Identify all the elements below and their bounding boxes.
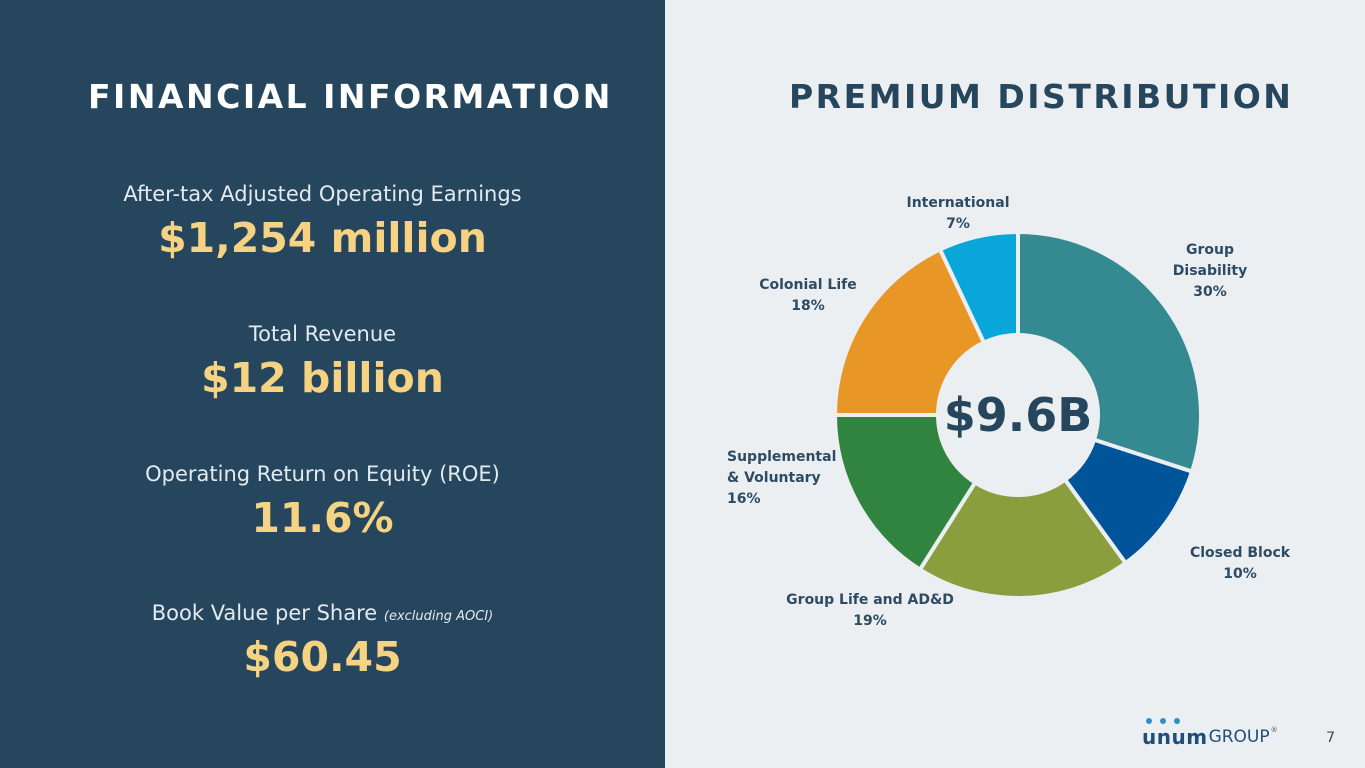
- financial-panel: FINANCIAL INFORMATION After-tax Adjusted…: [0, 0, 665, 768]
- slice-label: Colonial Life 18%: [759, 277, 857, 314]
- slice-label: Closed Block 10%: [1190, 545, 1291, 582]
- unum-group-logo: unum GROUP ®: [1142, 718, 1278, 748]
- metric-value: $12 billion: [201, 354, 444, 402]
- logo-brand: unum: [1142, 718, 1208, 748]
- premium-panel: PREMIUM DISTRIBUTION Group Disability 30% C…: [665, 0, 1365, 768]
- logo-reg: ®: [1270, 726, 1278, 734]
- donut-slice: [832, 246, 987, 417]
- donut-slice: [937, 229, 1020, 346]
- financial-heading: FINANCIAL INFORMATION: [88, 77, 613, 116]
- metric-label: Book Value per Share (excluding AOCI): [151, 601, 494, 625]
- metric-label: Total Revenue: [248, 322, 397, 346]
- metric-roe: Operating Return on Equity (ROE) 11.6%: [0, 462, 645, 542]
- slice-label: Supplemental & Voluntary 16%: [727, 449, 836, 507]
- metric-book-value: Book Value per Share (excluding AOCI) $6…: [0, 601, 645, 681]
- logo-dots: [1146, 718, 1206, 726]
- slice-label: International 7%: [906, 195, 1009, 232]
- metric-label: After-tax Adjusted Operating Earnings: [123, 182, 522, 206]
- page-number: 7: [1326, 730, 1335, 746]
- metric-value: 11.6%: [251, 494, 394, 542]
- premium-donut-chart: Group Disability 30% Closed Block 10% Group L…: [727, 195, 1291, 629]
- donut-slice: [1016, 229, 1203, 475]
- metric-revenue: Total Revenue $12 billion: [0, 322, 645, 402]
- slice-label: Group Disability 30%: [1173, 242, 1247, 300]
- metric-note: (excluding AOCI): [383, 609, 494, 624]
- donut-center-value: $9.6B: [944, 388, 1093, 442]
- donut-slice: [832, 413, 978, 573]
- metric-value: $60.45: [243, 633, 402, 681]
- metric-label: Operating Return on Equity (ROE): [145, 462, 500, 486]
- donut-slice: [917, 476, 1129, 600]
- metric-earnings: After-tax Adjusted Operating Earnings $1…: [0, 182, 645, 262]
- metric-value: $1,254 million: [158, 214, 487, 262]
- slice-label: Group Life and AD&D 19%: [786, 592, 954, 629]
- logo-group: GROUP: [1208, 727, 1270, 747]
- premium-heading: PREMIUM DISTRIBUTION: [789, 77, 1294, 116]
